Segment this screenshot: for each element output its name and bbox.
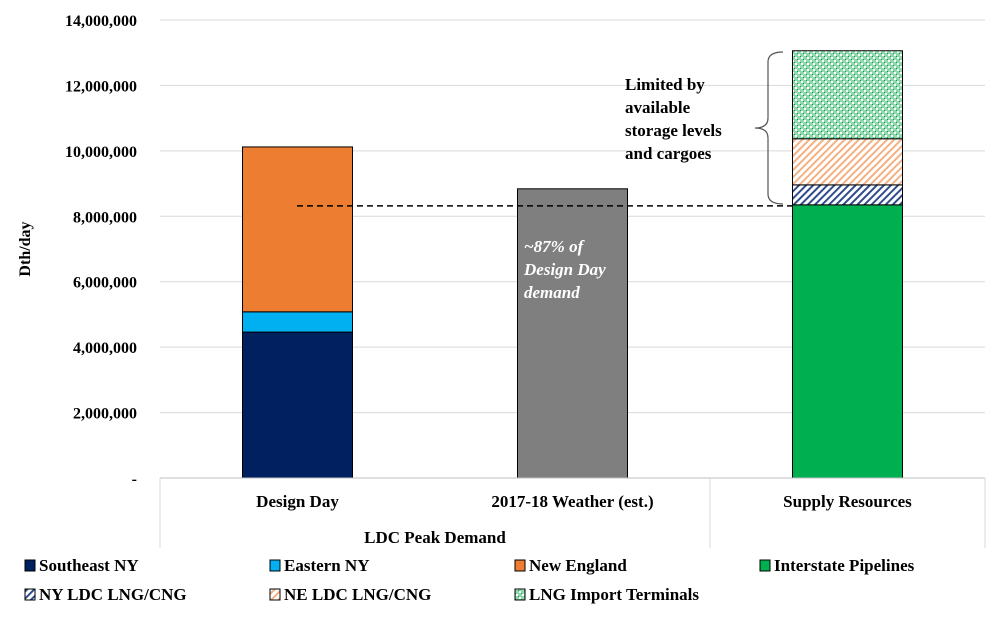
legend-swatch xyxy=(269,588,281,601)
legend-swatch xyxy=(514,588,526,601)
legend-label: New England xyxy=(529,556,627,575)
bar-segment xyxy=(242,146,353,313)
y-axis-label: Dth/day xyxy=(17,221,34,276)
legend-item: Interstate Pipelines xyxy=(759,556,915,575)
legend-swatch xyxy=(24,588,36,601)
annotation-line: storage levels xyxy=(625,121,722,140)
bar-segment xyxy=(792,204,903,479)
legend-swatch xyxy=(269,559,281,572)
legend-label: NY LDC LNG/CNG xyxy=(39,585,187,604)
x-tick-label: Supply Resources xyxy=(783,492,912,511)
legend-swatch xyxy=(759,559,771,572)
annotation-limited-storage: Limited by available storage levels and car… xyxy=(625,75,722,163)
bar-segment xyxy=(792,138,903,186)
y-tick-label: 6,000,000 xyxy=(73,275,137,292)
legend-swatch xyxy=(24,559,36,572)
y-tick-label: 10,000,000 xyxy=(65,144,137,161)
annotation-line: demand xyxy=(524,283,580,302)
category-group-label: LDC Peak Demand xyxy=(364,528,506,547)
legend-label: Interstate Pipelines xyxy=(774,556,915,575)
annotation-line: ~87% of xyxy=(524,237,586,256)
legend: Southeast NY Eastern NY New England Interst… xyxy=(24,556,915,604)
legend-label: NE LDC LNG/CNG xyxy=(284,585,431,604)
y-axis-ticks: - 2,000,000 4,000,000 6,000,000 8,000,000 10,… xyxy=(65,13,137,488)
x-tick-label: Design Day xyxy=(256,492,339,511)
annotation-line: Limited by xyxy=(625,75,705,94)
bar-segment xyxy=(517,188,628,479)
legend-swatch xyxy=(514,559,526,572)
legend-label: LNG Import Terminals xyxy=(529,585,699,604)
x-axis: Design Day 2017-18 Weather (est.) Supply R… xyxy=(159,477,986,548)
legend-item: LNG Import Terminals xyxy=(514,585,699,604)
y-tick-label: 12,000,000 xyxy=(65,78,137,95)
legend-item: NE LDC LNG/CNG xyxy=(269,585,431,604)
bar-segment xyxy=(792,50,903,140)
y-tick-label: 2,000,000 xyxy=(73,406,137,423)
y-tick-label: 8,000,000 xyxy=(73,209,137,226)
annotation-line: available xyxy=(625,98,691,117)
y-tick-label: 4,000,000 xyxy=(73,340,137,357)
legend-item: NY LDC LNG/CNG xyxy=(24,585,187,604)
legend-label: Eastern NY xyxy=(284,556,369,575)
curly-brace xyxy=(754,51,784,205)
y-tick-label: - xyxy=(132,471,137,488)
bar-segment xyxy=(242,331,353,479)
annotation-line: and cargoes xyxy=(625,144,712,163)
legend-item: Eastern NY xyxy=(269,556,369,575)
bar-segment xyxy=(242,311,353,333)
legend-item: Southeast NY xyxy=(24,556,139,575)
bars xyxy=(242,50,903,479)
x-tick-label: 2017-18 Weather (est.) xyxy=(491,492,653,511)
annotation-percent-design-day: ~87% of Design Day demand xyxy=(523,237,606,302)
bar-segment xyxy=(792,184,903,206)
legend-item: New England xyxy=(514,556,627,575)
y-tick-label: 14,000,000 xyxy=(65,13,137,30)
annotation-line: Design Day xyxy=(523,260,606,279)
legend-label: Southeast NY xyxy=(39,556,139,575)
